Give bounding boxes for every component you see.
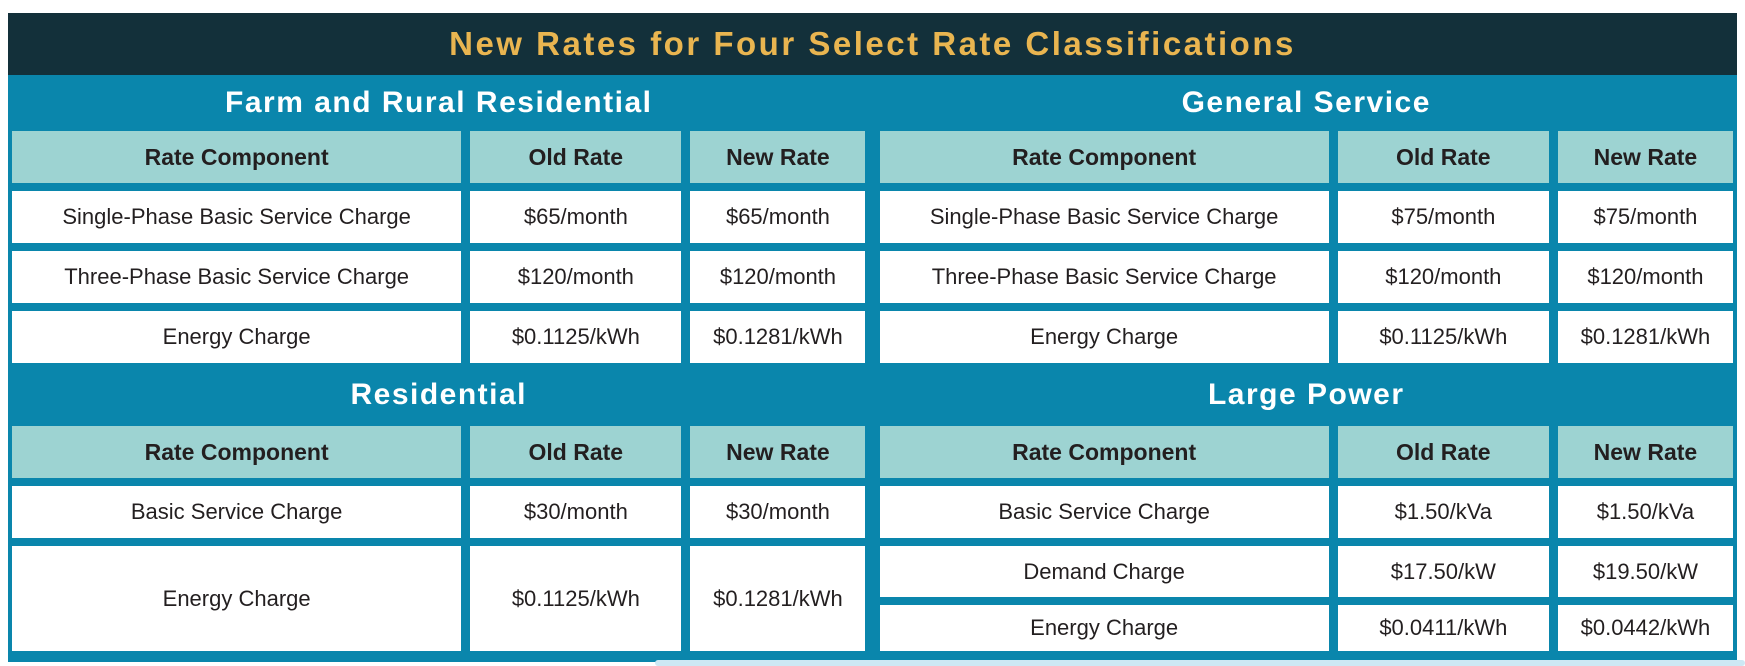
rates-table-panel: New Rates for Four Select Rate Classific… <box>8 13 1737 662</box>
left-column: Farm and Rural Residential Rate Componen… <box>12 75 866 651</box>
table-cell: $30/month <box>690 486 866 538</box>
column-header-new-rate: New Rate <box>690 131 866 183</box>
column-header-old-rate: Old Rate <box>470 131 682 183</box>
table-cell: Basic Service Charge <box>12 486 462 538</box>
section-title-farm: Farm and Rural Residential <box>12 75 866 131</box>
section-title-farm-label: Farm and Rural Residential <box>225 86 653 119</box>
table-cell: $0.0411/kWh <box>1337 605 1549 651</box>
table-cell: Three-Phase Basic Service Charge <box>12 251 462 303</box>
table-cell: $17.50/kW <box>1337 546 1549 597</box>
table-farm-rural-residential: Rate Component Old Rate New Rate Single-… <box>12 131 866 363</box>
column-header-new-rate: New Rate <box>1557 426 1733 478</box>
section-title-residential: Residential <box>12 363 866 426</box>
table-cell: $0.1281/kWh <box>690 311 866 363</box>
table-cell: Single-Phase Basic Service Charge <box>12 191 462 243</box>
table-cell: Three-Phase Basic Service Charge <box>879 251 1329 303</box>
table-cell: $1.50/kVa <box>1557 486 1733 538</box>
column-header-new-rate: New Rate <box>690 426 866 478</box>
table-cell: Energy Charge <box>12 311 462 363</box>
column-header-rate-component: Rate Component <box>879 426 1329 478</box>
table-cell: Basic Service Charge <box>879 486 1329 538</box>
table-cell: $1.50/kVa <box>1337 486 1549 538</box>
table-cell: $120/month <box>690 251 866 303</box>
table-cell: $75/month <box>1337 191 1549 243</box>
table-cell: $65/month <box>470 191 682 243</box>
table-cell: $65/month <box>690 191 866 243</box>
section-title-general-service: General Service <box>880 75 1734 131</box>
table-cell: $19.50/kW <box>1557 546 1733 597</box>
right-column: General Service Rate Component Old Rate … <box>879 75 1734 651</box>
table-residential: Rate Component Old Rate New Rate Basic S… <box>12 426 866 651</box>
table-title: New Rates for Four Select Rate Classific… <box>449 25 1296 62</box>
table-cell: Energy Charge <box>879 605 1329 651</box>
table-cell: $75/month <box>1557 191 1733 243</box>
column-header-old-rate: Old Rate <box>1337 131 1549 183</box>
table-cell: Demand Charge <box>879 546 1329 597</box>
table-cell: $0.1281/kWh <box>1557 311 1733 363</box>
tables-area: Farm and Rural Residential Rate Componen… <box>8 75 1737 651</box>
column-header-old-rate: Old Rate <box>1337 426 1549 478</box>
table-cell: Energy Charge <box>879 311 1329 363</box>
section-title-large-power: Large Power <box>880 363 1734 426</box>
column-header-new-rate: New Rate <box>1557 131 1733 183</box>
section-title-large-power-label: Large Power <box>1207 377 1405 411</box>
column-header-old-rate: Old Rate <box>470 426 682 478</box>
table-cell: $0.1125/kWh <box>470 311 682 363</box>
table-cell: $120/month <box>470 251 682 303</box>
table-cell: $0.1125/kWh <box>470 546 682 651</box>
table-title-bar: New Rates for Four Select Rate Classific… <box>8 13 1737 75</box>
section-title-general-service-label: General Service <box>1181 86 1431 119</box>
table-general-service: Rate Component Old Rate New Rate Single-… <box>879 131 1734 363</box>
table-cell: $0.0442/kWh <box>1557 605 1733 651</box>
column-header-rate-component: Rate Component <box>12 426 462 478</box>
table-large-power: Rate Component Old Rate New Rate Basic S… <box>879 426 1734 651</box>
table-cell: Single-Phase Basic Service Charge <box>879 191 1329 243</box>
table-cell: $120/month <box>1557 251 1733 303</box>
section-title-residential-label: Residential <box>350 377 528 411</box>
table-cell: $0.1125/kWh <box>1337 311 1549 363</box>
table-cell: Energy Charge <box>12 546 462 651</box>
table-cell: $0.1281/kWh <box>690 546 866 651</box>
page-bottom-accent-strip <box>655 660 1745 666</box>
table-cell: $30/month <box>470 486 682 538</box>
column-header-rate-component: Rate Component <box>879 131 1329 183</box>
table-cell: $120/month <box>1337 251 1549 303</box>
column-header-rate-component: Rate Component <box>12 131 462 183</box>
